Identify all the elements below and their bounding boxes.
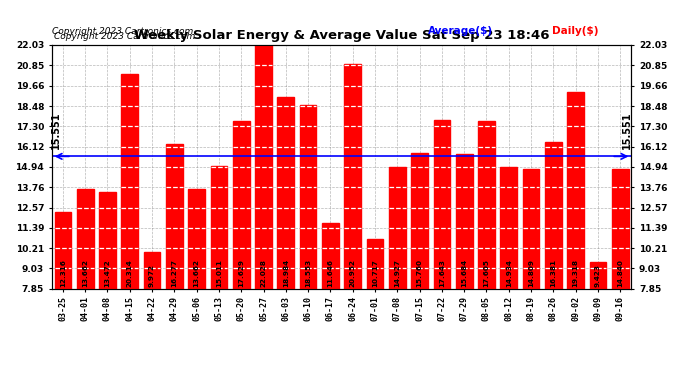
Text: 11.646: 11.646 <box>327 259 333 287</box>
Bar <box>478 121 495 375</box>
Bar <box>433 120 451 375</box>
Text: Copyright 2023 Cartronics.com: Copyright 2023 Cartronics.com <box>52 27 193 36</box>
Text: 18.984: 18.984 <box>283 259 289 287</box>
Bar <box>277 98 294 375</box>
Bar <box>99 192 116 375</box>
Bar <box>233 121 250 375</box>
Bar <box>523 169 540 375</box>
Text: 15.551: 15.551 <box>622 112 632 150</box>
Bar <box>456 154 473 375</box>
Text: 16.381: 16.381 <box>551 259 556 287</box>
Text: 15.011: 15.011 <box>216 259 222 287</box>
Text: 17.629: 17.629 <box>238 259 244 287</box>
Text: 17.643: 17.643 <box>439 259 445 287</box>
Bar <box>389 167 406 375</box>
Text: 10.717: 10.717 <box>372 259 378 287</box>
Bar <box>411 153 428 375</box>
Text: 22.028: 22.028 <box>261 259 266 287</box>
Text: 15.760: 15.760 <box>417 259 422 287</box>
Text: Daily($): Daily($) <box>552 26 598 36</box>
Bar <box>77 189 94 375</box>
Text: 15.551: 15.551 <box>51 112 61 150</box>
Text: 13.472: 13.472 <box>104 259 110 287</box>
Bar <box>144 252 160 375</box>
Bar <box>500 167 517 375</box>
Text: 13.662: 13.662 <box>194 259 199 287</box>
Bar <box>188 189 205 375</box>
Bar <box>255 45 272 375</box>
Text: 14.934: 14.934 <box>506 259 512 287</box>
Text: 12.316: 12.316 <box>60 259 66 287</box>
Text: 20.952: 20.952 <box>350 259 356 287</box>
Bar <box>589 262 607 375</box>
Text: 14.809: 14.809 <box>528 259 534 287</box>
Text: 9.972: 9.972 <box>149 264 155 287</box>
Bar <box>55 212 71 375</box>
Bar <box>545 142 562 375</box>
Bar <box>322 224 339 375</box>
Bar <box>612 169 629 375</box>
Text: Copyright 2023 Cartronics.com: Copyright 2023 Cartronics.com <box>54 32 195 41</box>
Title: Weekly Solar Energy & Average Value Sat Sep 23 18:46: Weekly Solar Energy & Average Value Sat … <box>134 30 549 42</box>
Text: 13.662: 13.662 <box>82 259 88 287</box>
Bar <box>299 105 317 375</box>
Bar <box>166 144 183 375</box>
Bar <box>121 75 138 375</box>
Bar <box>344 63 361 375</box>
Text: 19.318: 19.318 <box>573 259 579 287</box>
Text: 14.927: 14.927 <box>394 259 400 287</box>
Text: 9.423: 9.423 <box>595 264 601 287</box>
Bar <box>567 92 584 375</box>
Text: 15.684: 15.684 <box>461 259 467 287</box>
Bar <box>210 166 227 375</box>
Text: 18.553: 18.553 <box>305 259 311 287</box>
Text: 14.840: 14.840 <box>617 259 623 287</box>
Text: 20.314: 20.314 <box>127 259 132 287</box>
Bar <box>366 240 384 375</box>
Text: Average($): Average($) <box>428 26 493 36</box>
Text: 16.277: 16.277 <box>171 259 177 287</box>
Text: 17.605: 17.605 <box>484 259 489 287</box>
